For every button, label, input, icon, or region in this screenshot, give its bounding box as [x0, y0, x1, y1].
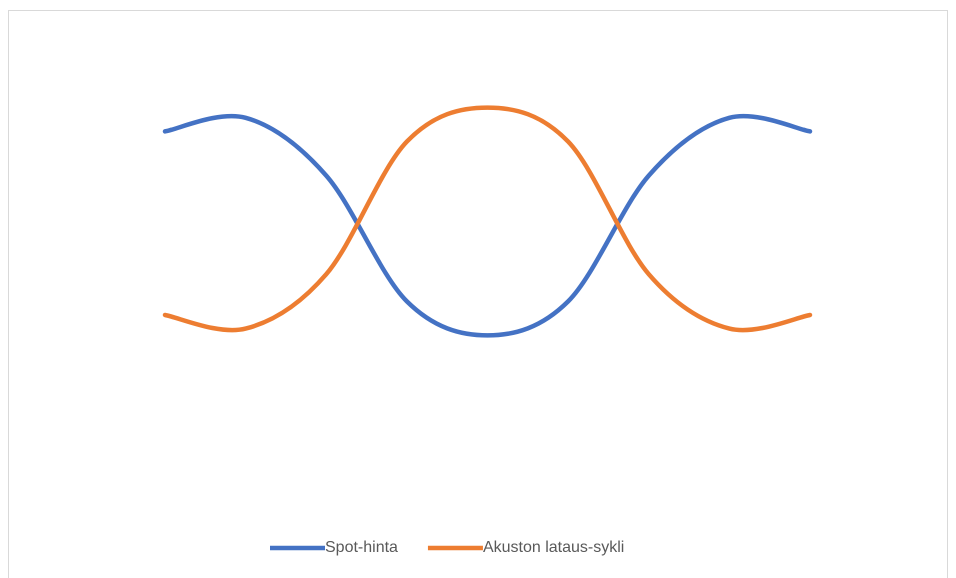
legend-label: Akuston lataus-sykli — [483, 539, 624, 556]
chart-border — [8, 10, 948, 578]
series-line — [162, 113, 813, 338]
legend-label: Spot-hinta — [325, 539, 398, 556]
series-line — [162, 105, 813, 333]
